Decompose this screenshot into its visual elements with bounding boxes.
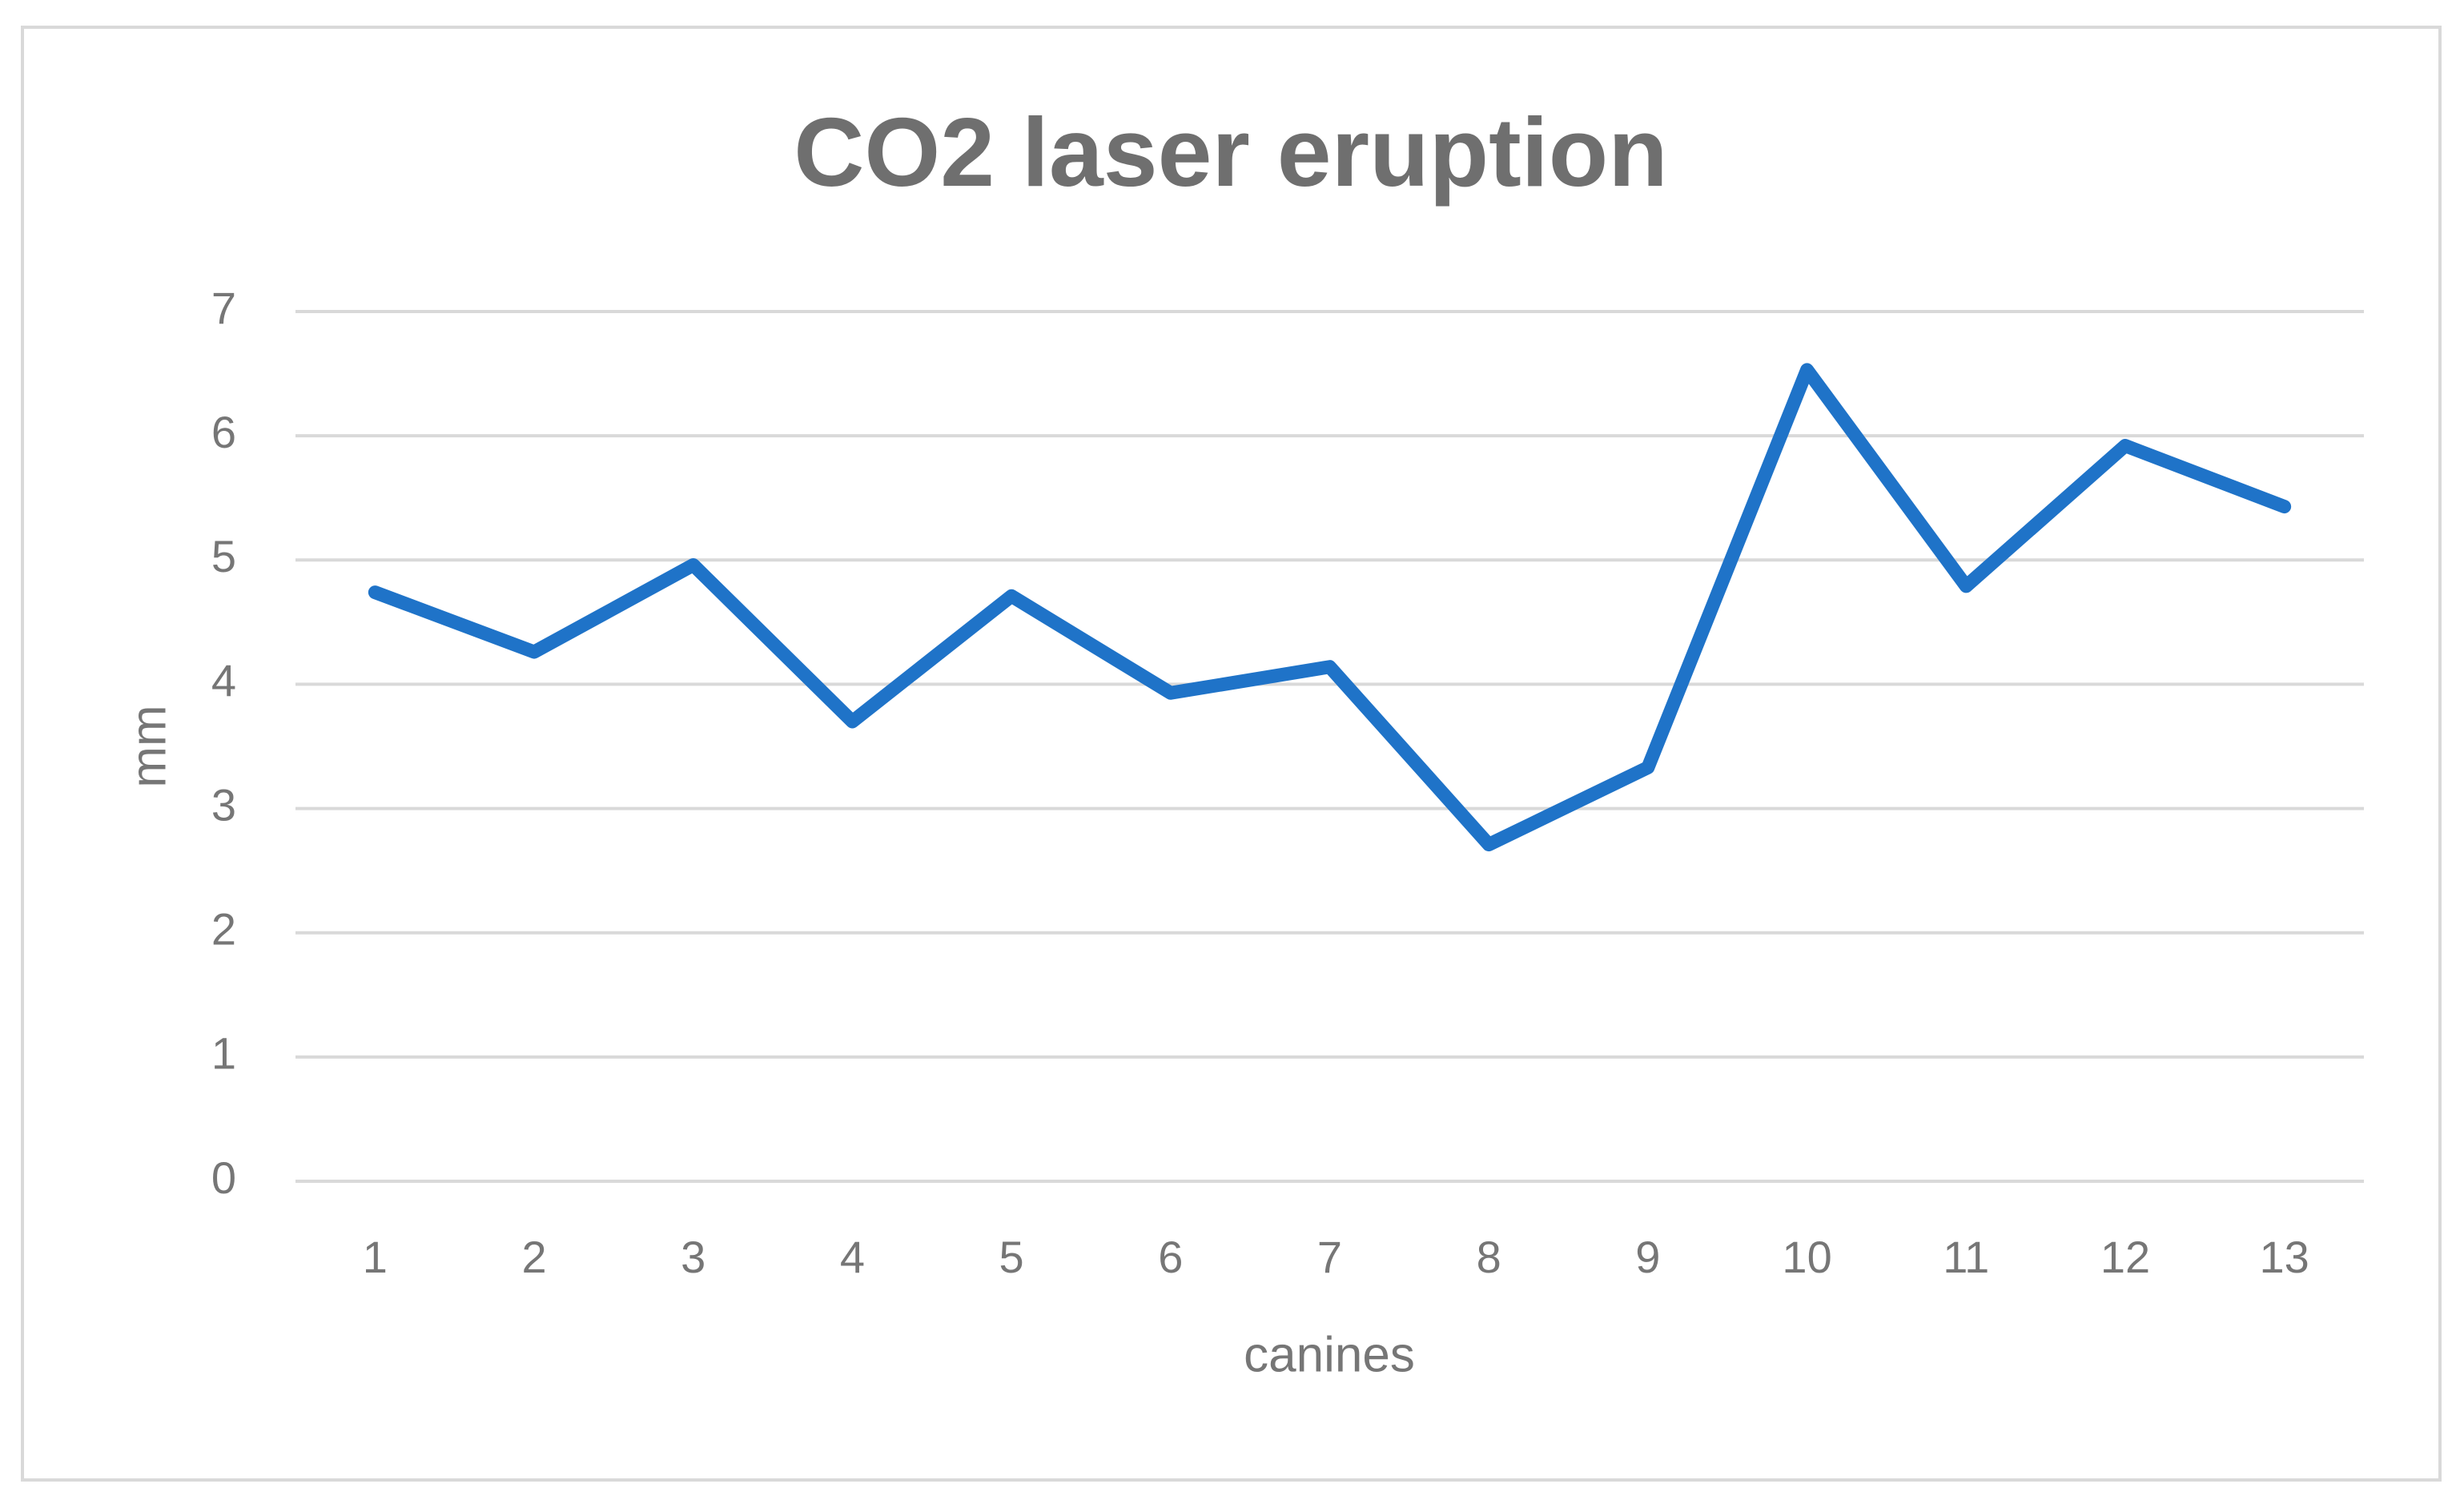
x-tick-label: 8 xyxy=(1477,1232,1501,1282)
x-tick-label: 6 xyxy=(1158,1232,1183,1282)
y-tick-label: 5 xyxy=(211,531,236,581)
x-tick-label: 3 xyxy=(681,1232,705,1282)
x-tick-label: 4 xyxy=(840,1232,865,1282)
y-tick-label: 0 xyxy=(211,1152,236,1203)
data-line xyxy=(368,363,2292,852)
y-axis-title: mm xyxy=(121,705,176,787)
x-axis-title: canines xyxy=(1244,1327,1415,1382)
x-tick-label: 5 xyxy=(999,1232,1024,1282)
y-tick-label: 3 xyxy=(211,779,236,830)
x-tick-label: 7 xyxy=(1317,1232,1342,1282)
y-tick-label: 7 xyxy=(211,283,236,333)
y-tick-label: 1 xyxy=(211,1028,236,1079)
x-tick-label: 12 xyxy=(2100,1232,2150,1282)
chart-border xyxy=(21,26,2442,1482)
y-tick-label: 4 xyxy=(211,655,236,706)
y-tick-label: 6 xyxy=(211,407,236,457)
x-tick-label: 2 xyxy=(521,1232,546,1282)
x-tick-label: 1 xyxy=(363,1232,388,1282)
x-tick-label: 11 xyxy=(1943,1232,1989,1282)
x-tick-label: 10 xyxy=(1782,1232,1831,1282)
y-tick-label: 2 xyxy=(211,904,236,955)
x-tick-label: 9 xyxy=(1635,1232,1660,1282)
x-tick-label: 13 xyxy=(2260,1232,2309,1282)
chart-title: CO2 laser eruption xyxy=(794,98,1668,207)
